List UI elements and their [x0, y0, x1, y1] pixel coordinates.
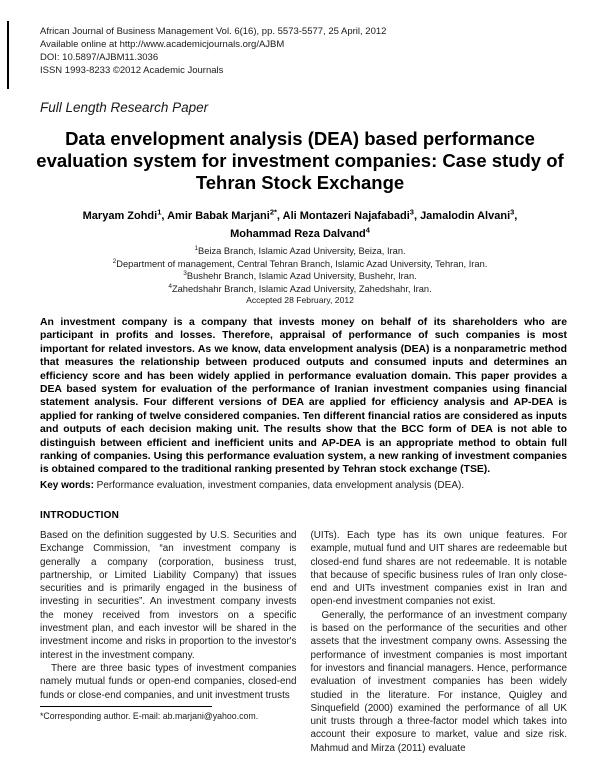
body-paragraph: (UITs). Each type has its own unique fea… [310, 530, 568, 608]
author: Mohammad Reza Dalvand4 [230, 225, 370, 240]
accepted-date: Accepted 28 February, 2012 [246, 295, 354, 305]
affiliation-line: 1Beiza Branch, Islamic Azad University, … [194, 245, 406, 257]
footnote-text: *Corresponding author. E-mail: ab.marjan… [40, 711, 259, 721]
keywords-label: Key words: [40, 480, 94, 491]
journal-doi-line: DOI: 10.5897/AJBM11.3036 [40, 52, 159, 63]
corresponding-author-footnote: *Corresponding author. E-mail: ab.marjan… [40, 706, 296, 722]
author: Amir Babak Marjani2*, [167, 207, 283, 222]
author-affiliation-sup: 4 [365, 225, 370, 235]
journal-header: African Journal of Business Management V… [40, 25, 500, 77]
affiliation-line: 4Zahedshahr Branch, Islamic Azad Univers… [168, 283, 432, 295]
journal-issn-line: ISSN 1993-8233 ©2012 Academic Journals [40, 65, 224, 76]
affiliation-line: 3Bushehr Branch, Islamic Azad University… [183, 270, 417, 282]
author-affiliation-sup: 3 [409, 207, 414, 216]
introduction-heading: INTRODUCTION [40, 510, 120, 521]
journal-volume-line: African Journal of Business Management V… [40, 26, 387, 37]
author: Maryam Zohdi1, [82, 207, 168, 222]
author: Jamalodin Alvani3, [420, 207, 518, 222]
body-columns: Based on the definition suggested by U.S… [40, 529, 567, 755]
keywords-line: Key words: Performance evaluation, inves… [40, 479, 567, 492]
body-paragraph: Generally, the performance of an investm… [310, 609, 568, 754]
author-affiliation-sup: 1 [157, 207, 162, 216]
abstract-text: An investment company is a company that … [40, 317, 567, 476]
left-column: Based on the definition suggested by U.S… [40, 529, 297, 755]
body-paragraph: Based on the definition suggested by U.S… [40, 530, 297, 661]
right-column: (UITs). Each type has its own unique fea… [311, 529, 568, 755]
footnote-rule [40, 706, 212, 707]
author: Ali Montazeri Najafabadi3, [282, 207, 421, 222]
scan-edge-mark [7, 21, 9, 89]
paper-title: Data envelopment analysis (DEA) based pe… [36, 128, 564, 193]
body-paragraph: There are three basic types of investmen… [40, 662, 297, 701]
article-type-label: Full Length Research Paper [40, 100, 209, 115]
author-affiliation-sup: 2* [269, 207, 277, 216]
author-affiliation-sup: 3 [510, 207, 515, 216]
affiliation-line: 2Department of management, Central Tehra… [112, 257, 488, 269]
journal-url-line: Available online at http://www.academicj… [40, 39, 285, 50]
affiliation-list: 1Beiza Branch, Islamic Azad University, … [30, 244, 570, 295]
author-list: Maryam Zohdi1, Amir Babak Marjani2*, Ali… [30, 205, 570, 241]
keywords-text: Performance evaluation, investment compa… [93, 480, 465, 491]
